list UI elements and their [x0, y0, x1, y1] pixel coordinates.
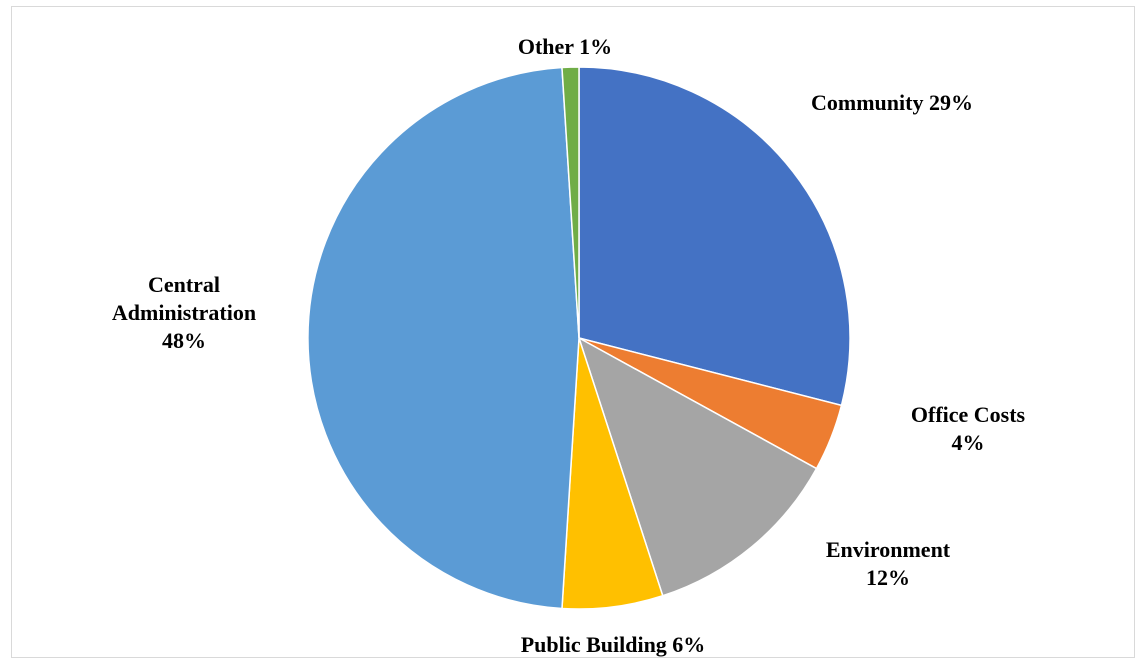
pie-label-line: 48%	[162, 328, 206, 353]
pie-slice-environment	[577, 336, 818, 597]
pie-label-environment: Environment 12%	[826, 537, 951, 590]
pie-label-line: Office Costs	[911, 402, 1026, 427]
pie-label-public-building: Public Building 6%	[521, 632, 706, 657]
pie-slices	[307, 66, 851, 610]
pie-label-line: Community 29%	[811, 90, 973, 115]
pie-label-line: Environment	[826, 537, 951, 562]
pie-label-line: Public Building 6%	[521, 632, 706, 657]
pie-label-line: Central	[148, 272, 220, 297]
pie-label-central-administration: Central Administration 48%	[112, 272, 256, 353]
pie-label-line: Administration	[112, 300, 256, 325]
pie-slice-community	[578, 66, 851, 407]
pie-label-office-costs: Office Costs 4%	[911, 402, 1026, 455]
pie-label-community: Community 29%	[811, 90, 973, 115]
pie-labels: Community 29% Office Costs 4% Environment 12…	[112, 34, 1026, 657]
pie-label-line: 12%	[866, 565, 910, 590]
pie-slice-central-administration	[307, 66, 580, 610]
pie-label-line: Other 1%	[518, 34, 612, 59]
pie-label-other: Other 1%	[518, 34, 612, 59]
pie-slice-other	[561, 66, 580, 339]
pie-label-line: 4%	[952, 430, 985, 455]
